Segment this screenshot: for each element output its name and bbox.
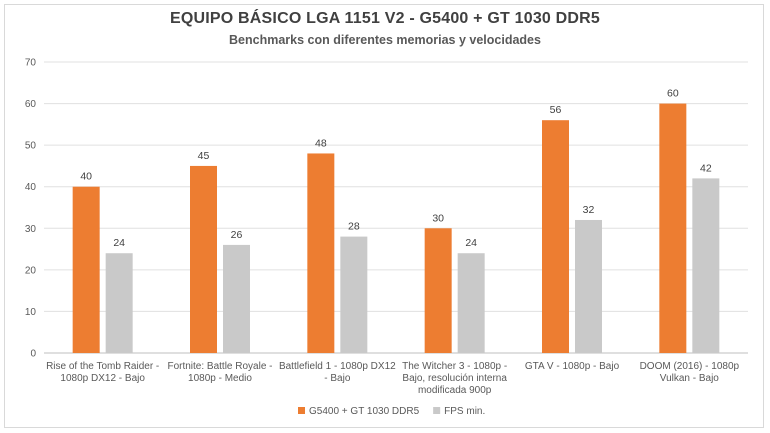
- category-labels: Rise of the Tomb Raider -1080p DX12 - Ba…: [46, 361, 739, 396]
- y-tick-label: 0: [30, 349, 36, 360]
- bar: [223, 244, 250, 353]
- data-label: 60: [667, 88, 679, 100]
- category-label: Vulkan - Bajo: [660, 373, 720, 384]
- legend-label: G5400 + GT 1030 DDR5: [309, 406, 420, 417]
- bar: [307, 153, 335, 353]
- data-label: 56: [550, 104, 562, 116]
- data-label: 48: [315, 137, 327, 149]
- data-label: 24: [465, 237, 477, 249]
- bars: [72, 103, 720, 353]
- data-label: 45: [198, 150, 210, 162]
- data-label: 28: [348, 221, 360, 233]
- category-label: Fortnite: Battle Royale -: [167, 361, 272, 372]
- bar: [72, 186, 100, 353]
- legend-swatch: [433, 407, 441, 414]
- y-tick-label: 60: [25, 99, 37, 110]
- bar: [424, 228, 452, 353]
- y-tick-label: 40: [25, 182, 37, 193]
- y-tick-label: 30: [25, 224, 37, 235]
- bar: [457, 253, 485, 353]
- y-tick-label: 50: [25, 141, 37, 152]
- y-axis-ticks: 0 10 20 30 40 50 60 70: [25, 58, 37, 360]
- category-label: 1080p DX12 - Bajo: [60, 373, 145, 384]
- category-label: 1080p - Medio: [188, 373, 252, 384]
- category-label: - Bajo: [324, 373, 351, 384]
- bar: [190, 165, 217, 353]
- legend: G5400 + GT 1030 DDR5 FPS min.: [298, 406, 485, 417]
- legend-swatch: [298, 407, 305, 414]
- chart-title: EQUIPO BÁSICO LGA 1151 V2 - G5400 + GT 1…: [169, 10, 601, 27]
- y-tick-label: 20: [25, 265, 37, 276]
- bar: [105, 253, 133, 353]
- category-label: DOOM (2016) - 1080p: [640, 361, 740, 372]
- data-label: 42: [700, 162, 712, 174]
- legend-label: FPS min.: [444, 406, 485, 417]
- gridlines: [44, 61, 748, 354]
- data-label: 30: [432, 212, 444, 224]
- data-label: 26: [231, 229, 243, 241]
- y-tick-label: 10: [25, 307, 37, 318]
- y-tick-label: 70: [25, 58, 37, 69]
- chart-frame: [4, 4, 764, 428]
- category-label: Battlefield 1 - 1080p DX12: [279, 361, 396, 372]
- category-label: Rise of the Tomb Raider -: [46, 361, 159, 372]
- bar: [575, 219, 602, 353]
- category-label: Bajo, resolución interna: [402, 373, 507, 384]
- bar: [692, 178, 720, 353]
- data-label: 24: [113, 237, 125, 249]
- category-label: modificada 900p: [418, 385, 492, 396]
- category-label: The Witcher 3 - 1080p -: [402, 361, 507, 372]
- data-label: 40: [80, 171, 92, 183]
- bar: [542, 120, 569, 353]
- data-labels: 40 24 45 26 48 28 30 24 56 32 60 42: [80, 88, 712, 250]
- chart-subtitle: Benchmarks con diferentes memorias y vel…: [229, 33, 541, 47]
- category-label: GTA V - 1080p - Bajo: [525, 361, 620, 372]
- data-label: 32: [583, 204, 595, 216]
- bar: [659, 103, 687, 353]
- bar: [340, 236, 368, 353]
